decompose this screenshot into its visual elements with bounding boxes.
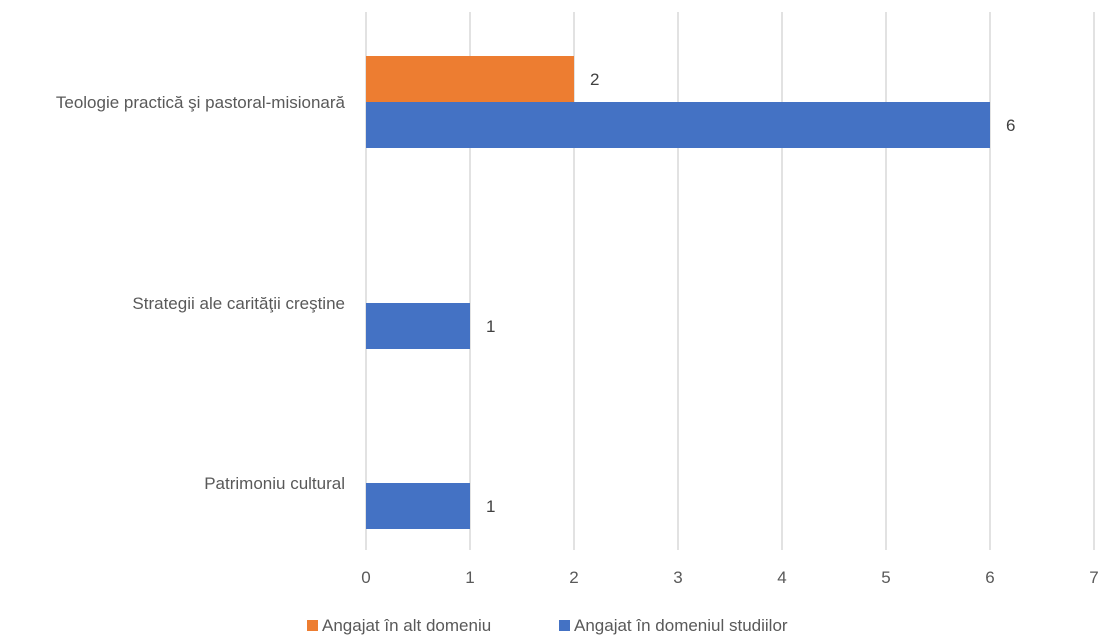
tick-label-7: 7	[1089, 568, 1098, 587]
legend-swatch	[559, 620, 570, 631]
tick-label-6: 6	[985, 568, 994, 587]
category-label: Strategii ale carităţii creştine	[132, 294, 345, 313]
tick-label-2: 2	[569, 568, 578, 587]
data-label: 6	[1006, 116, 1015, 135]
legend-swatch	[307, 620, 318, 631]
category-label: Teologie practică şi pastoral-misionară	[56, 93, 346, 112]
tick-label-1: 1	[465, 568, 474, 587]
tick-label-0: 0	[361, 568, 370, 587]
bar	[366, 483, 470, 529]
category-labels: Teologie practică şi pastoral-misionară S…	[56, 93, 346, 493]
data-labels: 2 6 1 1	[486, 70, 1015, 516]
legend-label: Angajat în alt domeniu	[322, 616, 491, 635]
data-label: 1	[486, 497, 495, 516]
x-axis-ticks: 0 1 2 3 4 5 6 7	[361, 568, 1098, 587]
legend-label: Angajat în domeniul studiilor	[574, 616, 788, 635]
bars	[366, 56, 990, 529]
bar	[366, 56, 574, 102]
data-label: 2	[590, 70, 599, 89]
category-label: Patrimoniu cultural	[204, 474, 345, 493]
tick-label-3: 3	[673, 568, 682, 587]
bar	[366, 303, 470, 349]
bar	[366, 102, 990, 148]
tick-label-4: 4	[777, 568, 786, 587]
tick-label-5: 5	[881, 568, 890, 587]
data-label: 1	[486, 317, 495, 336]
legend: Angajat în alt domeniu Angajat în domeniu…	[307, 616, 788, 635]
